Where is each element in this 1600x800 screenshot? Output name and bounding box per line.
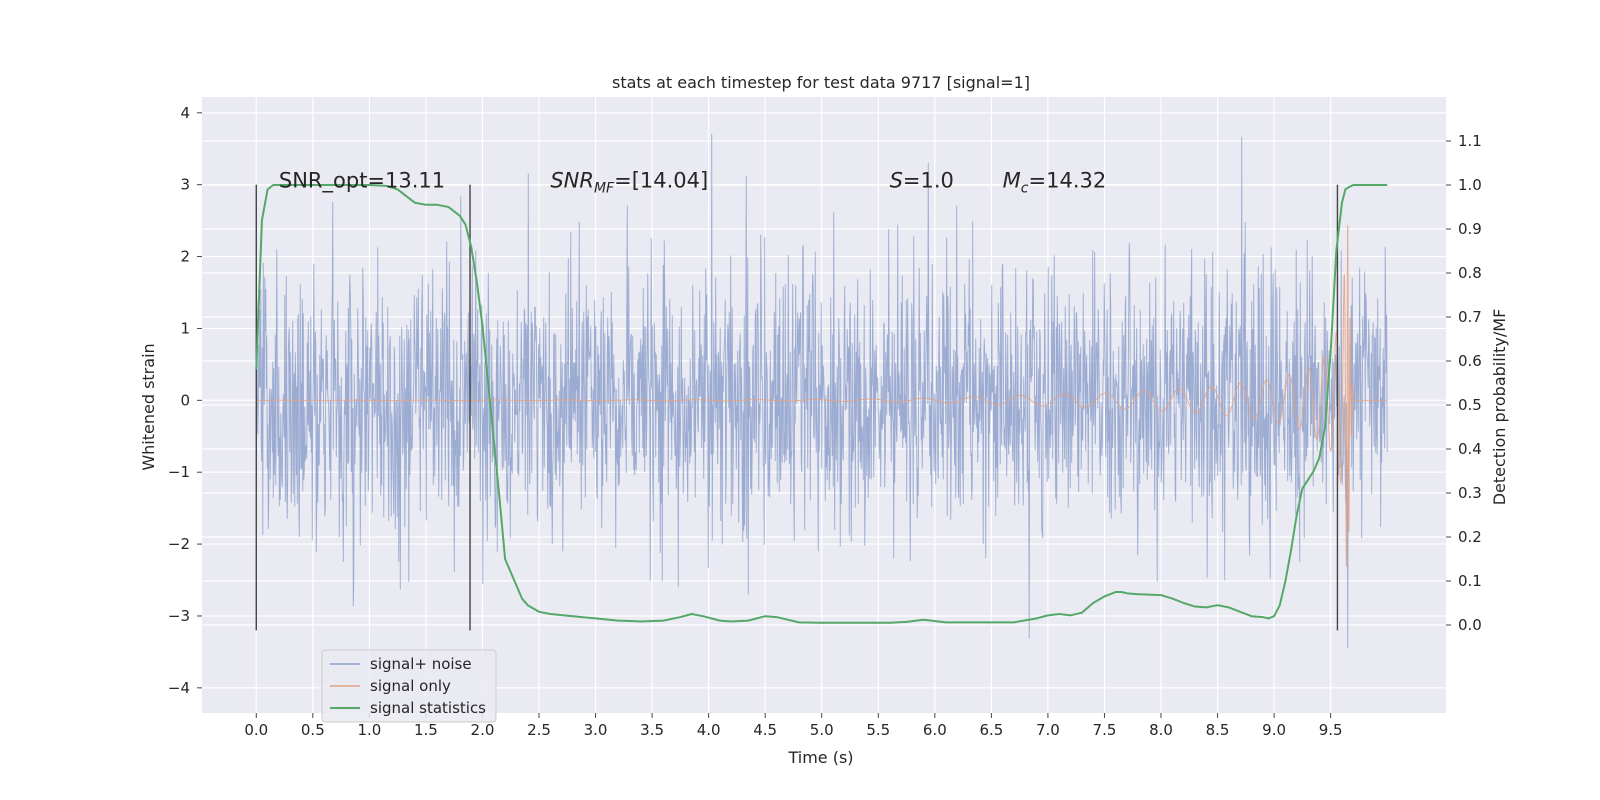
- legend-box: [321, 649, 497, 723]
- y-tick-label: 0: [180, 391, 190, 409]
- x-tick-label: 3.0: [584, 721, 608, 739]
- y2-tick-label: 0.5: [1458, 396, 1482, 414]
- y-tick-label: −3: [168, 607, 190, 625]
- y2-tick-label: 1.0: [1458, 176, 1482, 194]
- x-tick-label: 6.0: [923, 721, 947, 739]
- y2-tick-label: 0.4: [1458, 440, 1482, 458]
- y2-tick-label: 0.6: [1458, 352, 1482, 370]
- y2-tick-label: 0.7: [1458, 308, 1482, 326]
- y2-tick-label: 0.1: [1458, 572, 1482, 590]
- annotation-part: M: [1003, 169, 1021, 193]
- x-tick-label: 8.5: [1206, 721, 1230, 739]
- x-axis-label: Time (s): [787, 748, 853, 767]
- y-tick-label: 2: [180, 248, 190, 266]
- x-tick-label: 0.5: [301, 721, 325, 739]
- y-tick-label: −4: [168, 679, 190, 697]
- x-axis: 0.0 0.5 1.0 1.5 2.0 2.5 3.0 3.5 4.0 4.5 5.0 5.5 6.0 6…: [244, 713, 1343, 739]
- annotation-part: =[14.04]: [614, 169, 708, 193]
- y2-tick-label: 0.3: [1458, 484, 1482, 502]
- legend-label: signal+ noise: [370, 655, 472, 673]
- annotation-part: S: [890, 169, 903, 193]
- x-tick-label: 6.5: [979, 721, 1003, 739]
- series-signal-statistics: [255, 184, 1388, 624]
- y2-tick-label: 0.9: [1458, 220, 1482, 238]
- y2-tick-label: 0.0: [1458, 616, 1482, 634]
- x-tick-label: 1.5: [414, 721, 438, 739]
- plot-area: [255, 134, 1388, 649]
- x-tick-label: 8.0: [1149, 721, 1173, 739]
- x-tick-label: 2.0: [471, 721, 495, 739]
- x-tick-label: 9.5: [1319, 721, 1343, 739]
- annotation-part: SNR_opt=13.11: [279, 169, 445, 194]
- y-tick-label: 3: [180, 176, 190, 194]
- annotation-snr-opt: SNR_opt=13.11: [279, 169, 445, 194]
- x-tick-label: 0.0: [244, 721, 268, 739]
- legend: signal+ noise signal only signal statistic…: [321, 649, 497, 723]
- y-tick-label: 4: [180, 104, 190, 122]
- x-tick-label: 7.5: [1093, 721, 1117, 739]
- series-signal-noise: [255, 134, 1388, 649]
- annotation-part: =1.0: [903, 169, 954, 193]
- annotations: SNR_opt=13.11 SNRMF=[14.04] S=1.0 Mc=14.32: [279, 169, 1106, 197]
- x-tick-label: 1.0: [357, 721, 381, 739]
- annotation-part: =14.32: [1029, 169, 1107, 193]
- annotation-snr-mf: SNRMF=[14.04]: [550, 169, 708, 197]
- right-axis: 0.0 0.1 0.2 0.3 0.4 0.5 0.6 0.7 0.8 0.9 1.0 1.1: [1446, 132, 1482, 634]
- series-signal-only: [256, 225, 1388, 567]
- x-tick-label: 4.0: [697, 721, 721, 739]
- annotation-part: MF: [594, 181, 615, 197]
- x-tick-label: 5.0: [810, 721, 834, 739]
- y2-tick-label: 0.2: [1458, 528, 1482, 546]
- y-axis-label: Whitened strain: [139, 343, 158, 470]
- y2-tick-label: 0.8: [1458, 264, 1482, 282]
- left-axis: −4 −3 −2 −1 0 1 2 3 4: [168, 104, 202, 697]
- annotation-s-value: S=1.0: [890, 169, 954, 193]
- x-tick-label: 9.0: [1262, 721, 1286, 739]
- annotation-part: SNR: [550, 169, 594, 193]
- y-tick-label: −1: [168, 463, 190, 481]
- x-tick-label: 4.5: [753, 721, 777, 739]
- x-tick-label: 3.5: [640, 721, 664, 739]
- x-tick-label: 7.0: [1036, 721, 1060, 739]
- y-tick-label: 1: [180, 319, 190, 337]
- y-tick-label: −2: [168, 535, 190, 553]
- x-tick-label: 5.5: [866, 721, 890, 739]
- x-tick-label: 2.5: [527, 721, 551, 739]
- annotation-part: c: [1021, 181, 1029, 197]
- annotation-chirp-mass: Mc=14.32: [1003, 169, 1107, 197]
- legend-label: signal statistics: [370, 699, 486, 717]
- legend-label: signal only: [370, 677, 451, 695]
- y2-tick-label: 1.1: [1458, 132, 1482, 150]
- chart-title: stats at each timestep for test data 971…: [612, 73, 1030, 92]
- y2-axis-label: Detection probability/MF: [1490, 309, 1509, 506]
